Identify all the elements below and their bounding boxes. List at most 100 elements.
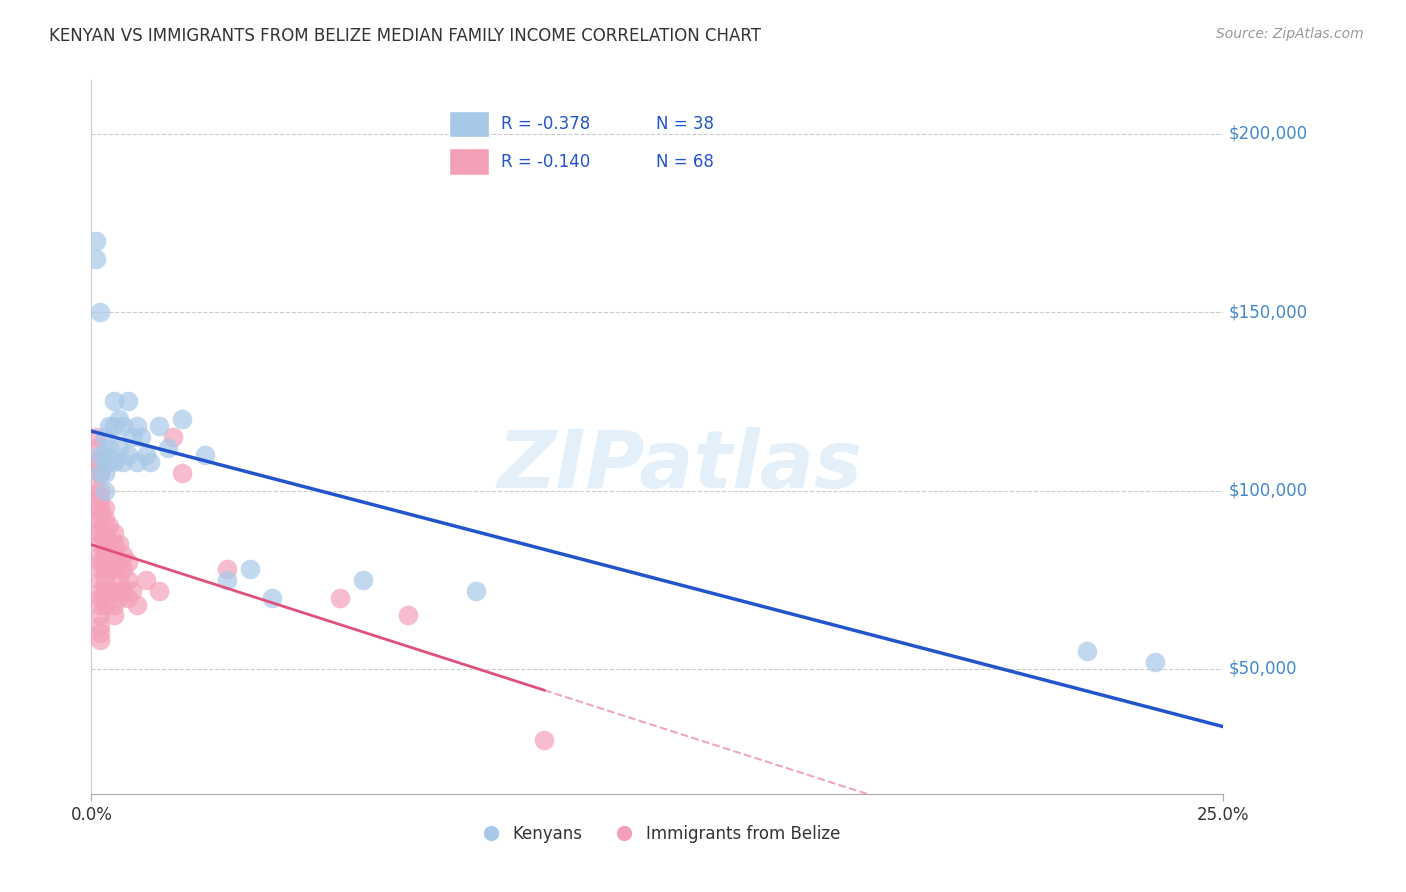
Point [239,562,262,576]
Point [89,598,111,612]
Point [103,562,125,576]
Point [329,591,352,605]
Point [465,583,488,598]
Point [89,305,111,319]
Point [162,430,184,444]
Point [121,583,143,598]
Point [125,455,148,469]
Point [89,455,111,469]
Point [103,583,125,598]
Legend: Kenyans, Immigrants from Belize: Kenyans, Immigrants from Belize [468,819,846,850]
Point [89,448,111,462]
Point [89,512,111,526]
Point [112,548,135,562]
Point [103,608,125,623]
Point [117,555,139,569]
Point [89,537,111,551]
Point [217,573,239,587]
Point [98,562,121,576]
Point [139,455,162,469]
Point [84,512,107,526]
Text: Source: ZipAtlas.com: Source: ZipAtlas.com [1216,27,1364,41]
Point [89,608,111,623]
Point [94,537,117,551]
Point [89,573,111,587]
Point [170,412,193,426]
Point [84,501,107,516]
Point [84,234,107,248]
Text: KENYAN VS IMMIGRANTS FROM BELIZE MEDIAN FAMILY INCOME CORRELATION CHART: KENYAN VS IMMIGRANTS FROM BELIZE MEDIAN … [49,27,761,45]
Point [148,583,170,598]
Point [89,619,111,633]
Text: $150,000: $150,000 [1229,303,1308,321]
Point [107,441,129,455]
Point [89,562,111,576]
Text: ZIPatlas: ZIPatlas [498,426,862,505]
Point [89,491,111,505]
Point [89,555,111,569]
Point [98,537,121,551]
Point [98,455,121,469]
Point [84,430,107,444]
Point [117,573,139,587]
Point [94,501,117,516]
Point [98,419,121,434]
Point [107,573,129,587]
Point [89,633,111,648]
Point [117,448,139,462]
Point [112,583,135,598]
Point [94,573,117,587]
Point [84,252,107,266]
Text: $50,000: $50,000 [1229,660,1298,678]
Point [533,733,555,747]
Point [148,419,170,434]
Point [94,430,117,444]
Point [94,548,117,562]
Point [103,537,125,551]
Point [112,455,135,469]
Point [107,555,129,569]
Point [98,519,121,533]
Point [94,526,117,541]
Point [352,573,374,587]
Point [94,483,117,498]
Point [103,394,125,409]
Point [396,608,419,623]
Point [89,626,111,640]
Point [117,394,139,409]
Point [103,419,125,434]
Point [112,419,135,434]
Point [262,591,284,605]
Point [117,591,139,605]
Point [157,441,180,455]
Point [89,466,111,480]
Point [103,598,125,612]
Point [89,483,111,498]
Point [217,562,239,576]
Point [89,591,111,605]
Point [84,466,107,480]
Point [135,448,157,462]
Point [98,555,121,569]
Point [84,455,107,469]
Point [1144,655,1167,669]
Point [94,583,117,598]
Point [170,466,193,480]
Point [129,430,152,444]
Point [98,441,121,455]
Point [103,455,125,469]
Point [84,526,107,541]
Point [89,501,111,516]
Text: $200,000: $200,000 [1229,125,1308,143]
Point [107,591,129,605]
Point [84,441,107,455]
Point [125,598,148,612]
Point [89,548,111,562]
Point [84,483,107,498]
Point [89,583,111,598]
Point [135,573,157,587]
Point [94,512,117,526]
Point [94,466,117,480]
Point [1076,644,1098,658]
Point [103,526,125,541]
